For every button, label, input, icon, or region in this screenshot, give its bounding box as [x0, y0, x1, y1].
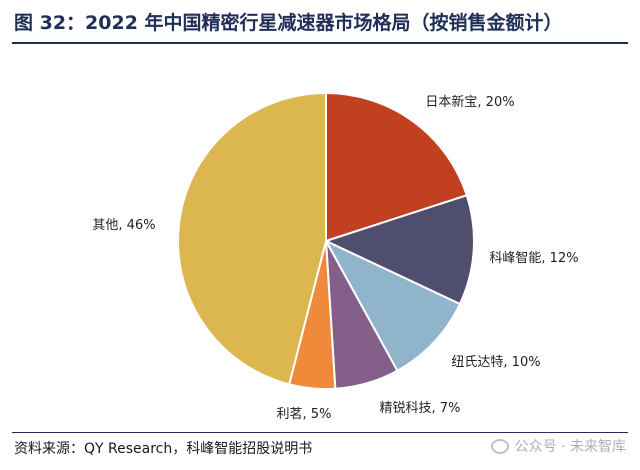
slice-label-0: 日本新宝, 20% — [425, 94, 514, 110]
slice-label-1: 科峰智能, 12% — [489, 251, 578, 266]
watermark-text: 公众号 · 未来智库 — [514, 439, 626, 455]
source-note: 资料来源：QY Research，科峰智能招股说明书 — [14, 441, 313, 457]
footer-divider — [12, 432, 628, 433]
pie-slice-5 — [177, 91, 327, 386]
pie-slice-1 — [323, 194, 475, 306]
pie-slice-0 — [325, 91, 469, 243]
wechat-icon — [490, 438, 509, 454]
slice-label-3: 精锐科技, 7% — [380, 401, 461, 416]
chart-title: 图 32：2022 年中国精密行星减速器市场格局（按销售金额计） — [14, 12, 563, 34]
slice-label-4: 利茗, 5% — [277, 407, 332, 422]
slice-label-5: 其他, 46% — [92, 218, 155, 233]
pie-slice-2 — [323, 238, 462, 373]
title-divider — [12, 42, 628, 44]
slice-label-2: 纽氏达特, 10% — [451, 355, 540, 370]
watermark: 公众号 · 未来智库 — [490, 436, 626, 456]
